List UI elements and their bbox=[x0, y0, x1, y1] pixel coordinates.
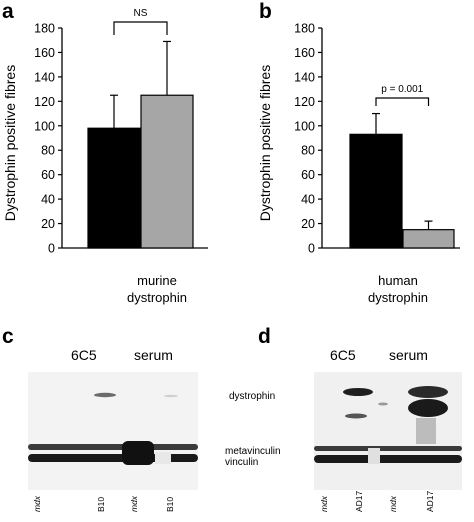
chart-a-ytick-label-8: 160 bbox=[34, 46, 55, 60]
chart-a-ytick-label-7: 140 bbox=[34, 70, 55, 84]
chart-b-ytick-label-2: 40 bbox=[301, 193, 315, 207]
blot-d-lane-1: mdx bbox=[319, 495, 329, 512]
chart-a-significance-bracket bbox=[113, 21, 168, 35]
chart-a-bar-0 bbox=[87, 127, 141, 249]
blot-d-serum-band-main bbox=[408, 399, 448, 417]
blot-c-gap bbox=[155, 452, 171, 464]
panel-a-letter: a bbox=[2, 0, 14, 23]
panel-c-letter: c bbox=[2, 325, 14, 348]
chart-b-ytick-label-6: 120 bbox=[294, 95, 315, 109]
chart-b-ytick-label-4: 80 bbox=[301, 144, 315, 158]
chart-a-ytick-label-9: 180 bbox=[34, 22, 55, 36]
blot-d-metavinculin-band bbox=[314, 446, 462, 451]
chart-b-significance-bracket bbox=[375, 97, 430, 106]
chart-b-ytick-label-9: 180 bbox=[294, 22, 315, 36]
blot-c-metavinculin-band bbox=[28, 444, 198, 450]
blot-d-lane-2: AD17 bbox=[354, 490, 364, 512]
blot-d-dystrophin-band-ad17 bbox=[343, 388, 373, 396]
blot-d-header-6c5: 6C5 bbox=[330, 347, 356, 363]
panel-b-letter: b bbox=[259, 0, 272, 23]
panel-d-letter: d bbox=[258, 325, 271, 348]
blot-c-image bbox=[28, 372, 198, 490]
chart-a-ytick-label-2: 40 bbox=[41, 193, 55, 207]
chart-a-ytick-label-6: 120 bbox=[34, 95, 55, 109]
chart-b-ylabel: Dystrophin positive fibres bbox=[257, 65, 273, 221]
blot-d-header-serum: serum bbox=[389, 347, 428, 363]
band-label-dystrophin: dystrophin bbox=[229, 391, 275, 402]
blot-c-lane-2: B10 bbox=[96, 497, 106, 512]
chart-a-xlabel-line1: murine bbox=[137, 273, 177, 288]
chart-a-ylabel: Dystrophin positive fibres bbox=[2, 65, 18, 221]
blot-d-lane-4: AD17 bbox=[425, 490, 435, 512]
chart-a-xlabel-line2: dystrophin bbox=[127, 290, 187, 305]
blot-c-header-serum: serum bbox=[134, 347, 173, 363]
blot-c-dystrophin-band-serum bbox=[164, 394, 178, 398]
chart-b-ytick-label-3: 60 bbox=[301, 168, 315, 182]
chart-a-significance-label: NS bbox=[134, 8, 148, 19]
blot-c-lane-3: mdx bbox=[129, 495, 139, 512]
chart-b-ytick-label-8: 160 bbox=[294, 46, 315, 60]
blot-c-header-6c5: 6C5 bbox=[71, 347, 97, 363]
blot-c-lane-1: mdx bbox=[32, 495, 42, 512]
blot-d-faint-band bbox=[378, 402, 388, 406]
band-label-metavinculin: metavinculin bbox=[225, 446, 281, 457]
chart-b-bar-0 bbox=[349, 133, 403, 249]
western-blot-c: 6C5 serum mdx B10 mdx B10 bbox=[28, 347, 198, 512]
chart-b-xlabel-line1: human bbox=[378, 273, 418, 288]
blot-d-serum-band-upper bbox=[408, 386, 448, 398]
chart-b-bar-1 bbox=[402, 229, 455, 249]
blot-d-lane-3: mdx bbox=[388, 495, 398, 512]
blot-c-membrane bbox=[28, 372, 198, 490]
chart-b-ytick-label-7: 140 bbox=[294, 70, 315, 84]
blot-d-vinculin-band bbox=[314, 455, 462, 463]
blot-c-lane-4: B10 bbox=[165, 497, 175, 512]
chart-a-ytick-label-4: 80 bbox=[41, 144, 55, 158]
chart-a-ytick-label-5: 100 bbox=[34, 119, 55, 133]
blot-d-gap bbox=[368, 448, 380, 464]
chart-b-significance-label: p = 0.001 bbox=[381, 84, 423, 95]
western-blot-d: 6C5 serum mdx AD17 mdx AD17 bbox=[314, 347, 462, 512]
chart-b: Dystrophin positive fibres human dystrop… bbox=[257, 22, 460, 305]
blot-d-image bbox=[314, 372, 462, 490]
chart-b-ytick-label-0: 0 bbox=[308, 242, 315, 256]
blot-d-degradation-band-ad17 bbox=[345, 413, 367, 419]
chart-a-ytick-label-3: 60 bbox=[41, 168, 55, 182]
band-label-vinculin: vinculin bbox=[225, 457, 258, 468]
chart-b-xlabel-line2: dystrophin bbox=[368, 290, 428, 305]
chart-a-ytick-label-1: 20 bbox=[41, 217, 55, 231]
blot-d-serum-smear bbox=[416, 418, 436, 444]
blot-c-vinculin-band bbox=[28, 454, 198, 462]
blot-c-serum-mdx-band bbox=[122, 441, 154, 465]
chart-a-ytick-label-0: 0 bbox=[48, 242, 55, 256]
chart-b-ytick-label-5: 100 bbox=[294, 119, 315, 133]
blot-c-dystrophin-band-b10 bbox=[94, 392, 116, 398]
chart-a: Dystrophin positive fibres murine dystro… bbox=[2, 8, 208, 305]
chart-b-ytick-label-1: 20 bbox=[301, 217, 315, 231]
chart-a-bar-1 bbox=[140, 94, 194, 249]
